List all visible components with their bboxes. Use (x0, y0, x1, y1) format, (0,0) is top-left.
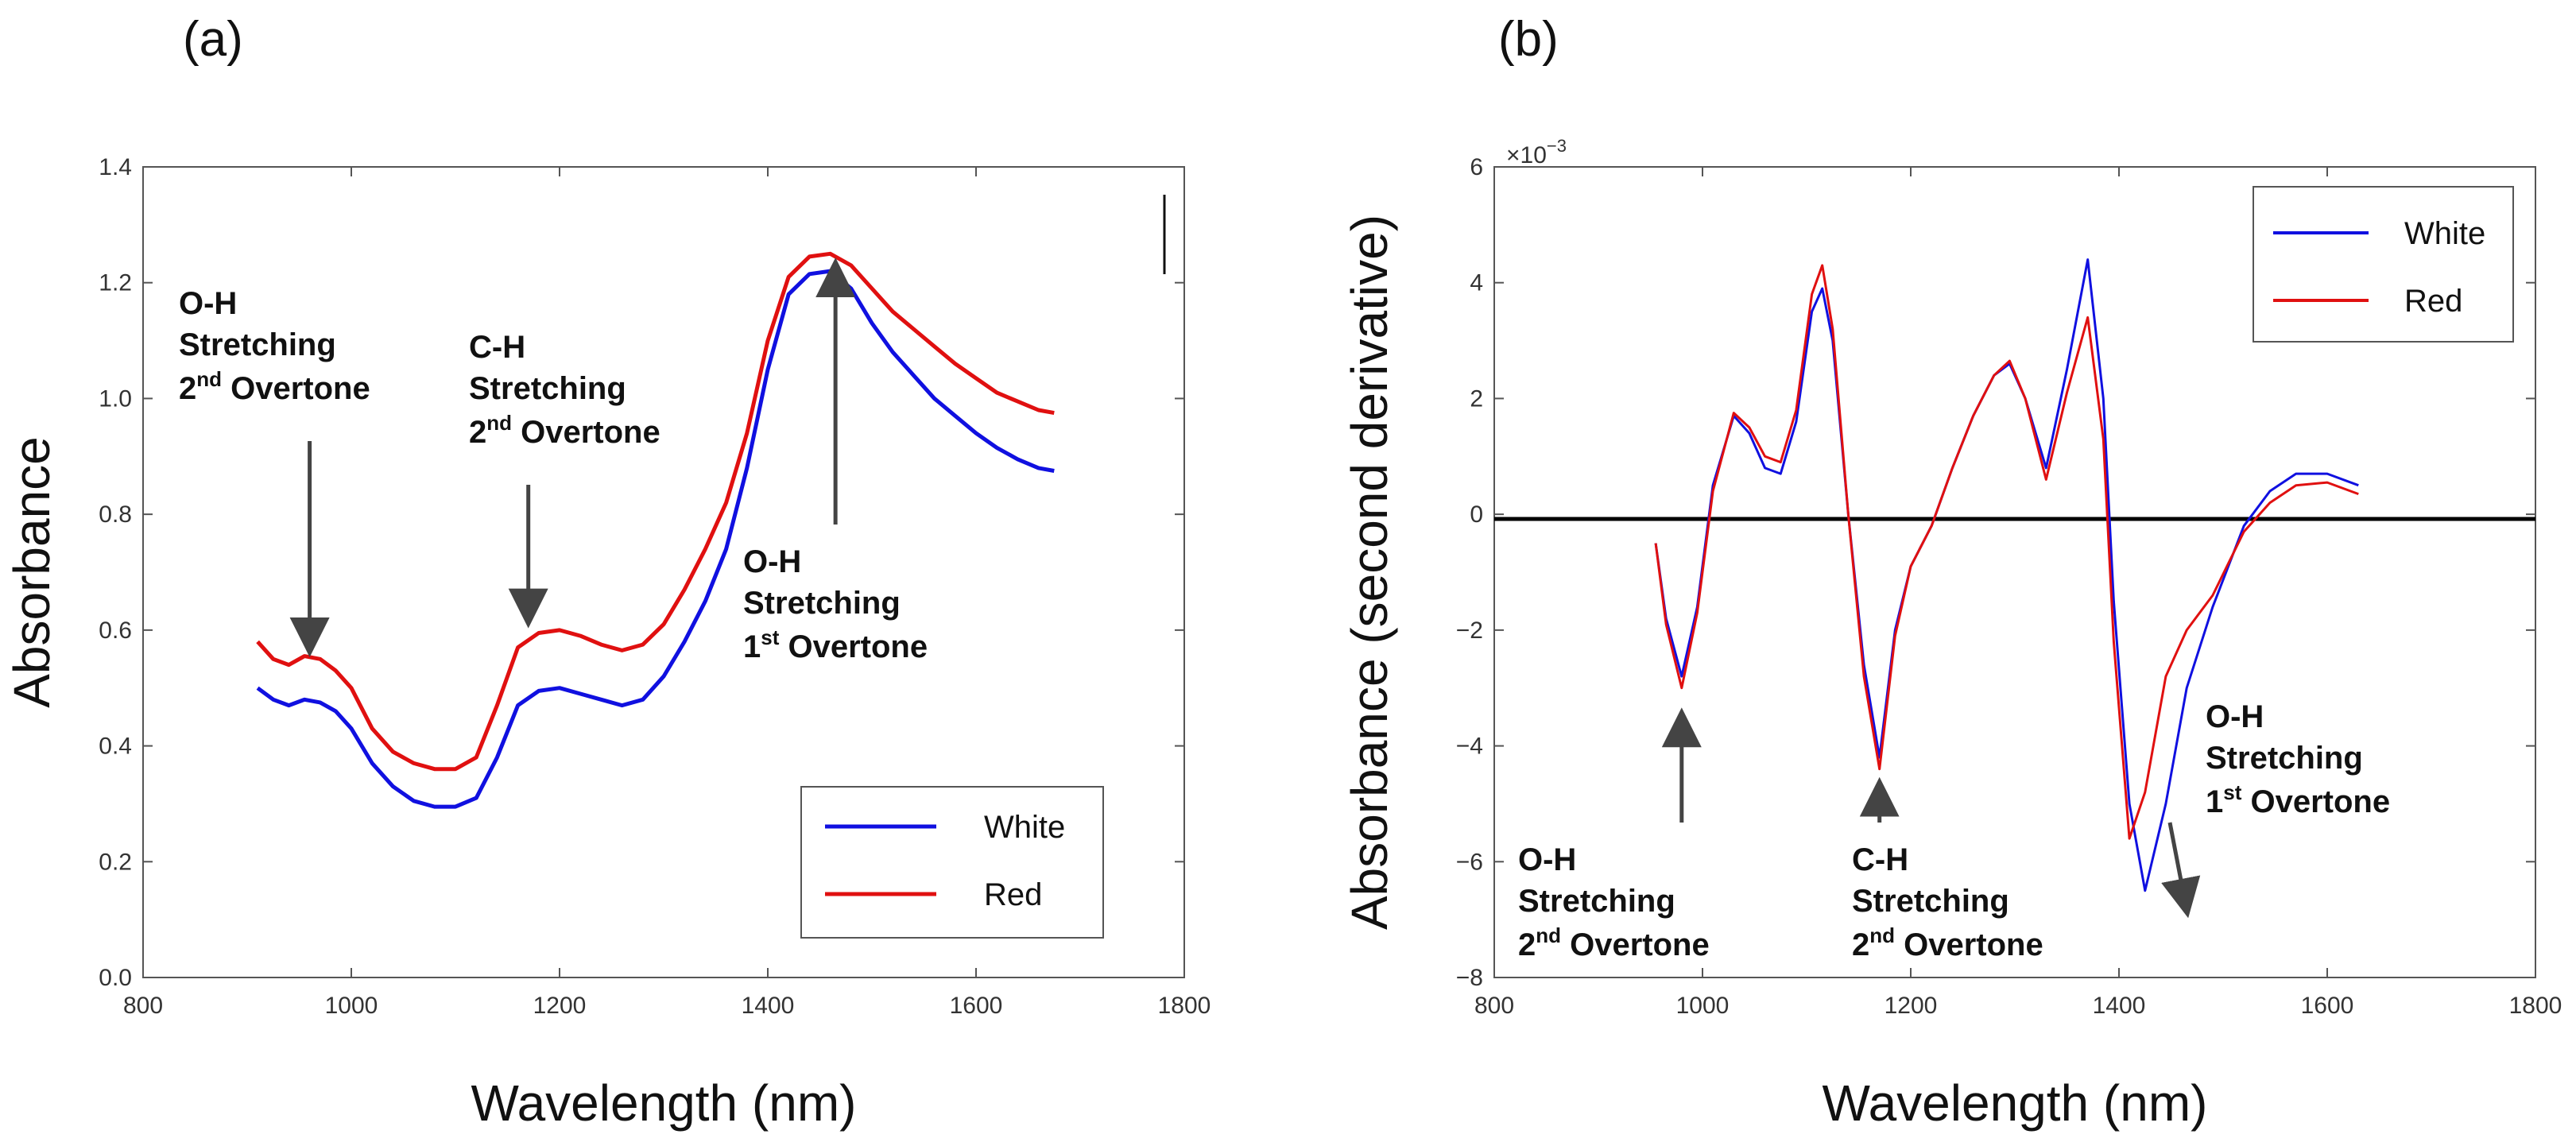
panel-b-annotation-line: Stretching (1852, 884, 2009, 919)
panel-b-series-red (1654, 264, 2359, 840)
panel-a-series-white (256, 269, 1055, 809)
panel-a-y-ticks: 0.0 0.2 0.4 0.6 0.8 1.0 1.2 1.4 (99, 154, 1184, 991)
panel-b-y-axis-title: Absorbance (second derivative) (1341, 215, 1398, 930)
panel-b-y-exponent-base: ×10 (1506, 142, 1547, 168)
panel-a-y-tick-label: 0.2 (99, 849, 132, 875)
panel-a-annotation-line: Stretching (179, 327, 336, 362)
panel-b-annotation-sup: nd (1536, 923, 1561, 947)
panel-a-x-tick-label: 1800 (1158, 993, 1211, 1019)
panel-a-legend: White Red (800, 786, 1104, 939)
panel-b-legend-label-white: White (2404, 216, 2485, 251)
panel-a-annotation-line: Overtone (222, 371, 370, 406)
panel-a-annotation-text: C-H Stretching 2nd Overtone (469, 330, 660, 450)
panel-b-x-tick-label: 1600 (2301, 993, 2354, 1019)
panel-b-x-tick-label: 1200 (1885, 993, 1938, 1019)
panel-a-annotation-line: O-H (743, 544, 801, 579)
panel-b-x-tick-label: 1400 (2093, 993, 2146, 1019)
panel-b-annotation-line: 2 (1518, 927, 1536, 962)
panel-b-annotation-arrow (2161, 822, 2201, 919)
panel-a-annotation-sup: nd (486, 411, 512, 435)
panel-a-x-tick-label: 1200 (533, 993, 587, 1019)
panel-a-annotation-text: O-H Stretching 1st Overtone (743, 544, 928, 664)
panel-a-x-tick-label: 800 (123, 993, 163, 1019)
panel-a-annotation-text: O-H Stretching 2nd Overtone (179, 286, 370, 406)
panel-b-annotation-line: Stretching (1518, 884, 1675, 919)
panel-b: (b) ×10−3 −8 −6 −4 −2 0 2 4 6 800 1000 1200 1400 16… (1341, 12, 2562, 1132)
panel-b-x-axis-title: Wavelength (nm) (1823, 1074, 2208, 1132)
panel-a: (a) 0.0 0.2 0.4 0.6 0.8 1.0 1.2 1.4 800 1000 1200… (3, 12, 1211, 1132)
panel-b-y-tick-label: 2 (1470, 385, 1483, 412)
panel-a-x-tick-label: 1600 (950, 993, 1003, 1019)
panel-b-annotation-line: Overtone (2241, 784, 2390, 819)
panel-b-annotation-line: Overtone (1895, 927, 2043, 962)
panel-b-y-tick-label: −8 (1456, 965, 1483, 991)
panel-a-annotation-line: Overtone (779, 629, 928, 664)
panel-b-y-tick-label: 4 (1470, 270, 1483, 296)
panel-b-annotation-line: Overtone (1561, 927, 1710, 962)
panel-a-label: (a) (183, 12, 243, 67)
panel-b-annotation-line: O-H (2206, 699, 2264, 734)
panel-b-annotation-line: O-H (1518, 842, 1576, 877)
panel-b-y-tick-label: −4 (1456, 734, 1483, 760)
panel-a-annotation-line: 2 (179, 371, 196, 406)
panel-a-y-axis-title: Absorbance (3, 436, 60, 708)
panel-a-x-axis-title: Wavelength (nm) (471, 1074, 857, 1132)
panel-a-y-tick-label: 1.2 (99, 270, 132, 296)
panel-b-annotation-sup: st (2223, 780, 2241, 804)
panel-a-legend-box (800, 786, 1104, 939)
panel-b-y-tick-label: −2 (1456, 617, 1483, 644)
panel-a-annotation-line: Stretching (743, 586, 901, 621)
panel-b-x-ticks: 800 1000 1200 1400 1600 1800 (1474, 167, 2562, 1019)
panel-b-series (1654, 258, 2359, 892)
panel-a-y-tick-label: 0.6 (99, 617, 132, 644)
panel-b-annotation-text: O-H Stretching 2nd Overtone (1518, 842, 1710, 962)
panel-a-annotation-line: Stretching (469, 371, 626, 406)
panel-b-y-tick-label: 6 (1470, 154, 1483, 180)
panel-a-y-tick-label: 1.0 (99, 385, 132, 412)
panel-a-legend-label-red: Red (984, 877, 1042, 912)
panel-b-y-exponent-power: −3 (1547, 136, 1567, 156)
panel-a-y-tick-label: 0.4 (99, 734, 132, 760)
panel-a-annotation-line: 2 (469, 415, 486, 450)
panel-a-x-tick-label: 1400 (742, 993, 795, 1019)
panel-b-annotation-line: Stretching (2206, 741, 2363, 776)
panel-a-y-tick-label: 0.8 (99, 501, 132, 528)
panel-a-x-ticks: 800 1000 1200 1400 1600 1800 (123, 167, 1211, 1019)
panel-a-series (256, 251, 1055, 809)
panel-a-series-red (256, 251, 1055, 772)
panel-b-label: (b) (1498, 12, 1559, 67)
panel-b-x-tick-label: 1000 (1676, 993, 1730, 1019)
panel-a-annotation-line: C-H (469, 330, 525, 365)
panel-a-y-tick-label: 1.4 (99, 154, 132, 180)
panel-b-y-exponent: ×10−3 (1506, 136, 1567, 168)
panel-b-x-tick-label: 1800 (2509, 993, 2562, 1019)
panel-b-annotation-text: O-H Stretching 1st Overtone (2206, 699, 2390, 819)
panel-b-annotation-text: C-H Stretching 2nd Overtone (1852, 842, 2043, 962)
panel-a-annotation-line: 1 (743, 629, 761, 664)
panel-b-y-tick-label: 0 (1470, 501, 1483, 528)
panel-b-legend-label-red: Red (2404, 284, 2462, 319)
panel-b-plot-frame (1493, 166, 2536, 978)
panel-a-annotation-line: Overtone (512, 415, 660, 450)
panel-b-y-tick-label: −6 (1456, 849, 1483, 875)
panel-b-legend-box (2253, 186, 2514, 343)
panel-a-annotation-line: O-H (179, 286, 237, 321)
panel-b-annotation-line: C-H (1852, 842, 1908, 877)
panel-b-annotation-sup: nd (1869, 923, 1895, 947)
panel-a-legend-label-white: White (984, 810, 1065, 845)
panel-a-plot-frame (142, 166, 1185, 978)
panel-a-x-tick-label: 1000 (325, 993, 378, 1019)
panel-b-legend: White Red (2253, 186, 2514, 343)
panel-a-y-tick-label: 0.0 (99, 965, 132, 991)
panel-b-x-tick-label: 800 (1474, 993, 1514, 1019)
panel-a-annotation-sup: st (761, 625, 779, 649)
panel-a-annotation-sup: nd (196, 367, 222, 391)
panel-b-annotation-line: 1 (2206, 784, 2223, 819)
panel-b-y-ticks: −8 −6 −4 −2 0 2 4 6 (1456, 154, 2535, 991)
panel-b-annotation-line: 2 (1852, 927, 1869, 962)
